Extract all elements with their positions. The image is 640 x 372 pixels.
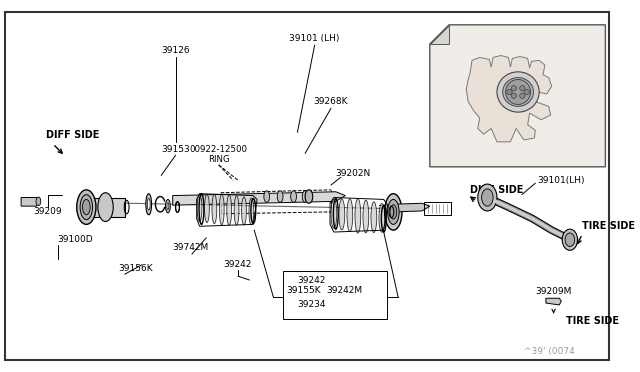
Ellipse shape [390,205,397,219]
Ellipse shape [305,190,313,203]
Polygon shape [546,298,561,305]
Text: TIRE SIDE: TIRE SIDE [566,316,619,326]
Ellipse shape [36,197,41,206]
Ellipse shape [167,203,169,209]
Ellipse shape [264,191,269,202]
Ellipse shape [212,195,217,224]
Circle shape [507,89,512,94]
Text: 39242: 39242 [298,276,326,285]
Text: 39156K: 39156K [118,264,152,273]
Ellipse shape [331,199,337,228]
Ellipse shape [363,200,369,233]
Ellipse shape [379,203,385,232]
Ellipse shape [388,199,399,224]
Ellipse shape [503,78,533,106]
Text: 39268K: 39268K [314,97,348,106]
Ellipse shape [220,194,224,225]
Text: 39101 (LH): 39101 (LH) [289,34,340,43]
Ellipse shape [80,195,93,219]
Ellipse shape [385,194,402,230]
Text: ^39' (0074: ^39' (0074 [524,346,575,356]
Text: DIFF SIDE: DIFF SIDE [470,185,524,195]
Text: 39209: 39209 [34,208,62,217]
Ellipse shape [302,191,308,202]
Text: 39742M: 39742M [172,243,208,252]
Text: 39126: 39126 [161,46,190,55]
Polygon shape [467,55,552,142]
Text: 39242: 39242 [224,260,252,269]
Text: 39209M: 39209M [536,287,572,296]
Ellipse shape [339,199,345,230]
Ellipse shape [166,199,170,213]
Ellipse shape [562,229,577,250]
Text: 39153: 39153 [161,145,190,154]
Text: 39234: 39234 [298,301,326,310]
Ellipse shape [565,233,575,246]
Circle shape [511,86,516,91]
Ellipse shape [234,196,239,225]
Polygon shape [21,198,38,206]
Circle shape [520,86,525,91]
Text: 39242M: 39242M [326,286,362,295]
Text: RING: RING [208,155,230,164]
Text: 39155K: 39155K [286,286,321,295]
Polygon shape [430,25,605,167]
Ellipse shape [291,191,296,202]
Ellipse shape [347,199,353,231]
Ellipse shape [197,195,202,221]
Ellipse shape [77,190,96,224]
Ellipse shape [147,199,150,210]
Ellipse shape [205,195,209,222]
Bar [283,272,387,319]
Polygon shape [86,198,125,217]
Text: 39125: 39125 [377,205,406,214]
Ellipse shape [371,202,377,232]
Polygon shape [14,33,575,319]
Ellipse shape [277,191,283,202]
Ellipse shape [241,197,246,225]
Polygon shape [173,192,346,205]
Ellipse shape [227,195,232,225]
Circle shape [524,89,529,94]
Ellipse shape [482,189,493,206]
Ellipse shape [146,194,152,215]
Polygon shape [430,25,449,44]
Text: TIRE SIDE: TIRE SIDE [582,221,636,231]
Circle shape [506,80,531,105]
Text: 00922-12500: 00922-12500 [189,145,248,154]
Text: 39202N: 39202N [335,169,371,178]
Ellipse shape [249,198,253,225]
Ellipse shape [98,193,113,221]
Circle shape [520,93,525,99]
Text: 39101(LH): 39101(LH) [537,176,585,185]
Text: DIFF SIDE: DIFF SIDE [46,130,99,140]
Ellipse shape [355,199,361,233]
Circle shape [511,93,516,99]
Text: 39100D: 39100D [58,235,93,244]
Ellipse shape [497,72,539,112]
Ellipse shape [478,184,497,211]
Ellipse shape [83,199,90,215]
Polygon shape [394,203,430,212]
